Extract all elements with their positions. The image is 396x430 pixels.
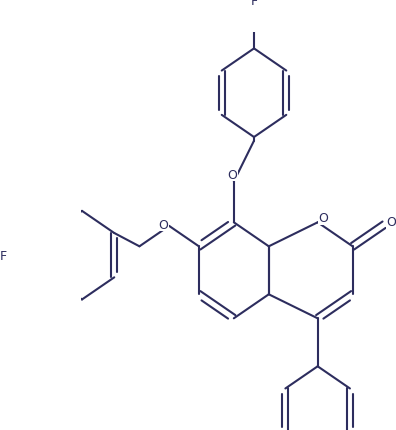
Text: O: O [318,212,328,224]
Text: O: O [227,168,237,181]
Text: F: F [0,249,7,262]
Text: F: F [250,0,257,8]
Text: O: O [158,218,168,231]
Text: O: O [386,216,396,229]
